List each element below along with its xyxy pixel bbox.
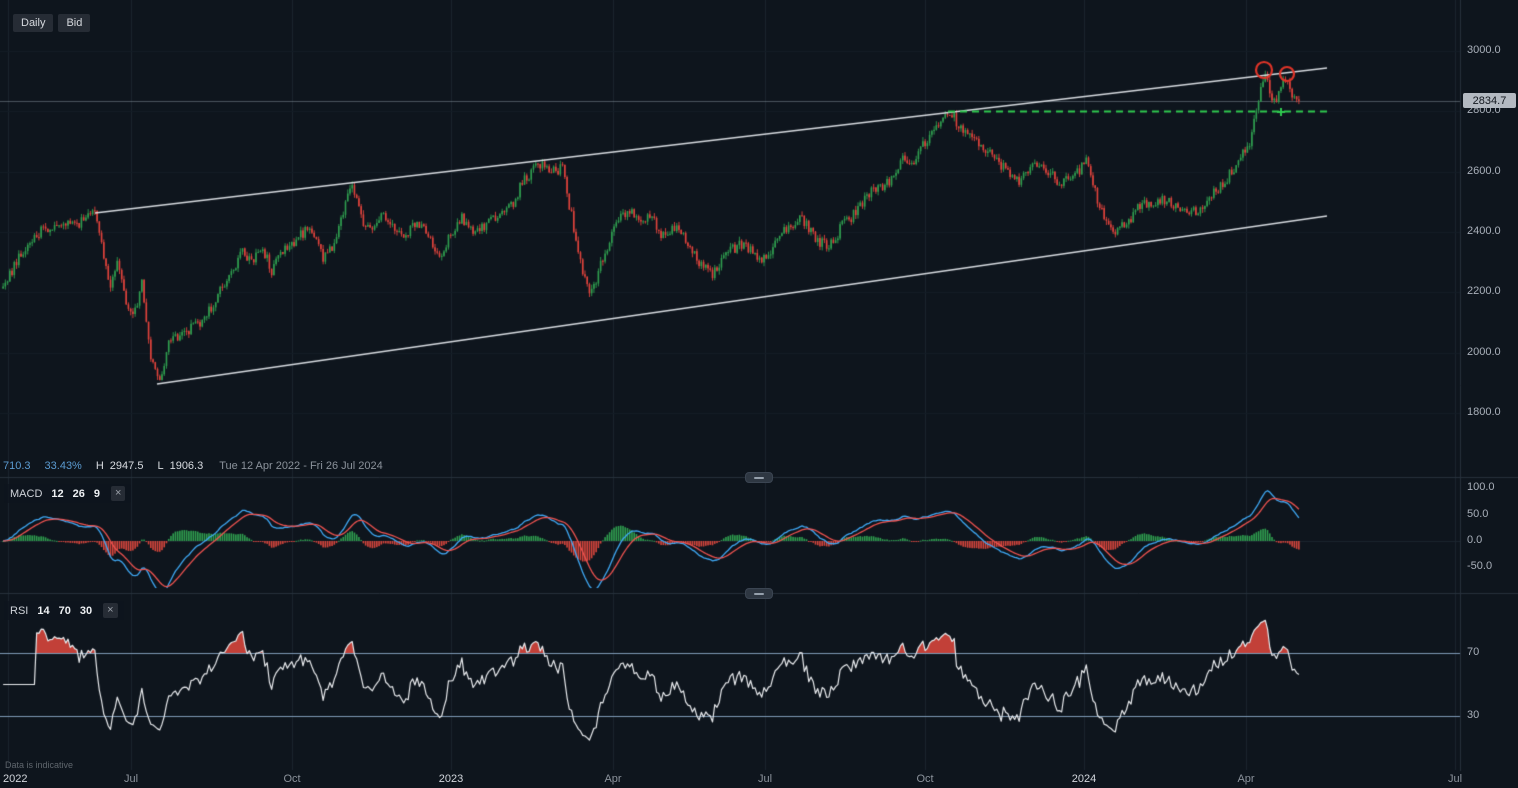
macd-fast-param: 12 — [51, 487, 64, 500]
axis-tick-label: 100.0 — [1467, 481, 1495, 494]
interval-button[interactable]: Daily — [13, 14, 54, 32]
macd-legend: MACD 12 26 9 × — [4, 484, 132, 503]
time-tick-label: 2022 — [3, 773, 28, 785]
change-value: 710.3 — [3, 460, 31, 472]
axis-tick-label: 2600.0 — [1467, 164, 1501, 177]
time-tick-label: 2023 — [438, 773, 464, 785]
rsi-legend: RSI 14 70 30 × — [4, 601, 124, 620]
ohlc-info-bar: 710.3 33.43% H 2947.5 L 1906.3 Tue 12 Ap… — [3, 460, 383, 472]
time-tick-label: Apr — [604, 773, 622, 785]
pane-resize-handle-macd[interactable] — [745, 472, 773, 483]
axis-tick-label: 70 — [1467, 646, 1480, 658]
rsi-label: RSI — [10, 604, 29, 617]
rsi-period-param: 14 — [37, 604, 50, 617]
drag-grip-icon — [754, 476, 764, 479]
time-tick-label: Jul — [757, 773, 773, 785]
time-tick-label: Oct — [283, 773, 301, 785]
drag-grip-icon — [754, 592, 764, 595]
time-tick-label: Jul — [1447, 773, 1463, 785]
price-axis[interactable]: 3000.0 2800.0 2600.0 2400.0 2200.0 2000.0 1800… — [1460, 0, 1518, 773]
high-value: 2947.5 — [109, 460, 144, 472]
chart-toolbar: Daily Bid — [13, 14, 91, 32]
axis-tick-label: 50.0 — [1467, 507, 1489, 520]
axis-tick-label: 0.0 — [1467, 534, 1483, 546]
macd-signal-param: 9 — [93, 487, 101, 500]
macd-label: MACD — [10, 487, 43, 500]
axis-tick-label: 1800.0 — [1467, 405, 1501, 418]
rsi-close-icon[interactable]: × — [103, 603, 118, 618]
time-tick-label: 2024 — [1071, 773, 1097, 785]
rsi-lower-param: 30 — [79, 604, 93, 617]
time-tick-label: Apr — [1237, 773, 1255, 785]
axis-tick-label: 30 — [1467, 709, 1480, 721]
time-axis[interactable]: 2022 Jul Oct 2023 Apr Jul Oct 2024 Apr Jul — [0, 773, 1518, 788]
macd-close-icon[interactable]: × — [111, 486, 126, 501]
axis-tick-label: 2400.0 — [1467, 224, 1501, 237]
macd-slow-param: 26 — [72, 487, 85, 500]
axis-tick-label: -50.0 — [1467, 560, 1493, 573]
rsi-upper-param: 70 — [58, 604, 71, 617]
change-percent: 33.43% — [44, 460, 82, 472]
high-label: H — [95, 460, 104, 472]
time-tick-label: Oct — [916, 773, 934, 785]
axis-tick-label: 2000.0 — [1467, 345, 1501, 358]
low-value: 1906.3 — [169, 460, 204, 472]
pane-resize-handle-rsi[interactable] — [745, 588, 773, 599]
axis-tick-label: 2200.0 — [1467, 285, 1501, 298]
data-indicative-note: Data is indicative — [5, 760, 74, 770]
time-tick-label: Jul — [123, 773, 139, 785]
price-type-button[interactable]: Bid — [58, 14, 91, 32]
low-label: L — [157, 460, 164, 472]
date-range: Tue 12 Apr 2022 - Fri 26 Jul 2024 — [219, 460, 383, 472]
last-price-label: 2834.7 — [1463, 93, 1516, 109]
axis-tick-label: 3000.0 — [1467, 44, 1501, 56]
